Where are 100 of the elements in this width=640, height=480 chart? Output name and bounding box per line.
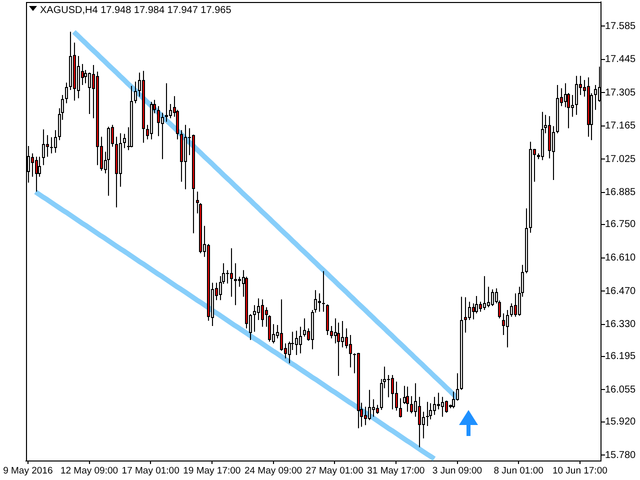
x-tick-label: 27 May 01:00 xyxy=(306,465,364,476)
candlestick xyxy=(502,312,505,336)
y-tick-label: 16.885 xyxy=(605,187,636,198)
y-tick-label: 16.330 xyxy=(605,319,636,330)
candlestick xyxy=(77,55,80,99)
x-tick-label: 10 Jun 17:00 xyxy=(552,465,608,476)
candlestick xyxy=(123,133,126,149)
candlestick xyxy=(575,75,578,116)
x-tick-label: 3 Jun 09:00 xyxy=(432,465,482,476)
candlestick xyxy=(564,82,567,108)
candlestick xyxy=(510,302,513,318)
candlestick xyxy=(587,76,590,138)
candlestick xyxy=(84,69,87,84)
candlestick xyxy=(548,116,551,159)
y-tick-label: 16.195 xyxy=(605,351,636,362)
candlestick xyxy=(406,386,409,412)
candlestick xyxy=(54,130,57,154)
candlestick xyxy=(349,334,352,368)
chart-title: XAGUSD,H4 17.948 17.984 17.947 17.965 xyxy=(40,4,232,16)
candlestick xyxy=(426,401,429,427)
candlestick xyxy=(594,84,597,110)
candlestick xyxy=(295,330,298,356)
candlestick xyxy=(50,136,53,154)
candlestick xyxy=(460,296,463,390)
candlestick xyxy=(487,286,490,308)
candlestick xyxy=(326,304,329,336)
candlestick xyxy=(452,391,455,409)
candlestick xyxy=(184,124,187,190)
x-tick-label: 8 Jun 01:00 xyxy=(494,465,544,476)
candlestick xyxy=(395,381,398,412)
candlestick xyxy=(529,141,532,234)
candlestick xyxy=(234,262,237,306)
candlestick xyxy=(280,298,283,352)
candlestick xyxy=(192,134,195,234)
candlestick xyxy=(238,276,241,288)
x-tick-label: 17 May 01:00 xyxy=(122,465,180,476)
y-tick-label: 17.025 xyxy=(605,154,636,165)
candlestick xyxy=(207,243,210,322)
candlestick xyxy=(318,292,321,312)
candlestick xyxy=(364,406,367,426)
candlestick xyxy=(525,208,528,274)
candlestick xyxy=(157,106,160,137)
candlestick xyxy=(299,326,302,354)
candlestick xyxy=(403,385,406,404)
candlestick xyxy=(410,396,413,414)
candlestick xyxy=(357,352,360,429)
candlestick xyxy=(150,101,153,140)
candlestick xyxy=(483,276,486,311)
candlestick xyxy=(464,296,467,334)
y-tick-label: 17.165 xyxy=(605,120,636,132)
candlestick xyxy=(479,301,482,312)
candlestick xyxy=(472,302,475,320)
candlestick xyxy=(130,85,133,148)
candlestick xyxy=(88,72,91,114)
candlestick xyxy=(46,134,49,158)
x-tick-label: 31 May 17:00 xyxy=(367,465,425,476)
candlestick xyxy=(169,103,172,119)
x-tick-label: 9 May 2016 xyxy=(3,465,53,476)
candlestick xyxy=(372,398,375,418)
candlestick xyxy=(230,248,233,298)
candlestick xyxy=(441,396,444,418)
candlestick xyxy=(387,374,390,398)
y-tick-label: 16.470 xyxy=(605,286,636,297)
candlestick xyxy=(257,298,260,321)
x-tick-label: 12 May 09:00 xyxy=(60,465,118,476)
y-tick-label: 17.585 xyxy=(605,20,636,32)
candlestick xyxy=(96,71,99,166)
candlestick xyxy=(115,136,118,208)
candlestick xyxy=(399,398,402,418)
candlestick xyxy=(418,396,421,448)
candlestick xyxy=(571,94,574,118)
candlestick xyxy=(303,318,306,338)
candlestick xyxy=(69,31,72,90)
candlestick xyxy=(506,310,509,348)
y-tick-label: 16.750 xyxy=(605,219,636,230)
candlestick xyxy=(322,270,325,312)
candlestick xyxy=(38,156,41,178)
y-tick-label: 16.055 xyxy=(605,384,636,396)
candlestick xyxy=(556,84,559,134)
x-tick-label: 24 May 09:00 xyxy=(244,465,302,476)
candlestick xyxy=(161,112,164,160)
candlestick xyxy=(142,70,145,144)
y-tick-label: 17.445 xyxy=(605,54,636,66)
x-tick-label: 19 May 17:00 xyxy=(183,465,241,476)
candlestick xyxy=(253,304,256,332)
candlestick xyxy=(368,389,371,421)
candlestick xyxy=(165,82,168,122)
candlestick xyxy=(337,322,340,376)
candlestick xyxy=(376,404,379,414)
candlestick xyxy=(552,126,555,181)
candlestick xyxy=(391,374,394,410)
candlestick xyxy=(330,325,333,339)
y-tick-label: 15.920 xyxy=(605,416,636,428)
candlestick xyxy=(541,111,544,161)
candlestick xyxy=(42,128,45,166)
candlestick xyxy=(35,156,38,192)
y-tick-label: 15.780 xyxy=(605,450,636,461)
candlestick xyxy=(134,81,137,104)
candlestick xyxy=(491,288,494,307)
candlestick xyxy=(226,270,229,284)
